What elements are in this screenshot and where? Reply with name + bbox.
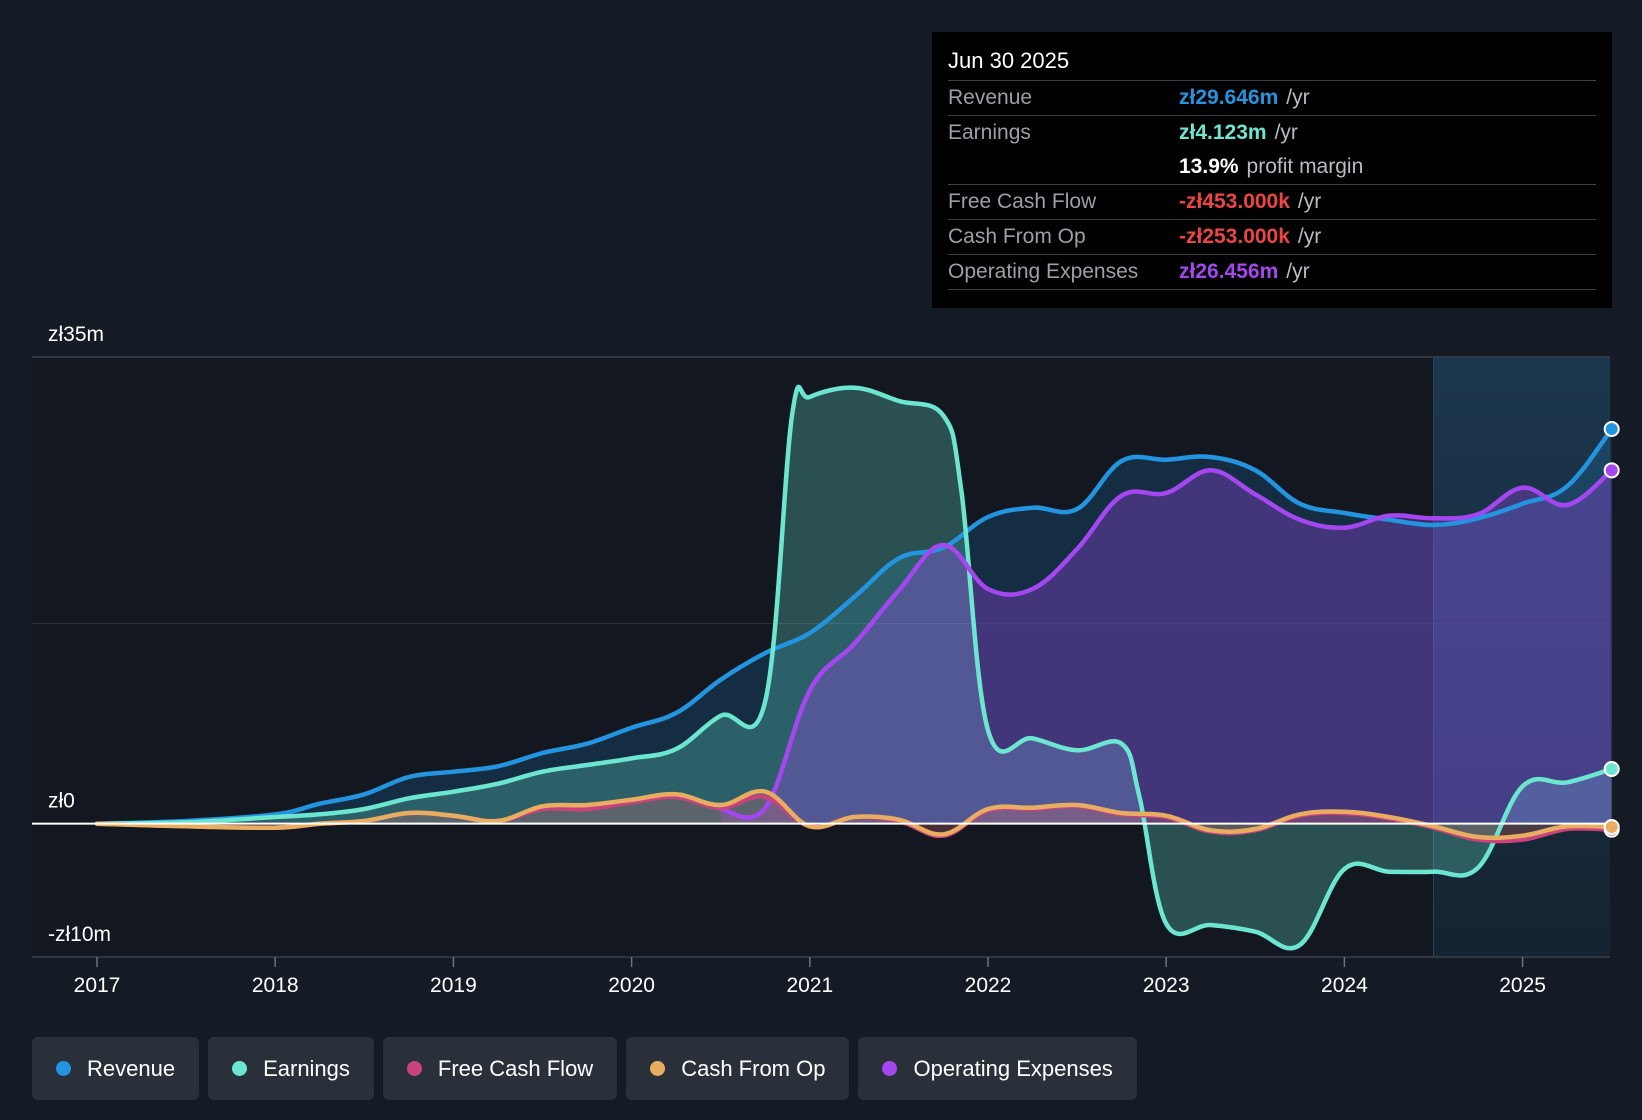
- opex-end-marker: [1605, 463, 1619, 477]
- tooltip-label: Revenue: [948, 86, 1179, 110]
- legend-label: Free Cash Flow: [438, 1056, 593, 1082]
- tooltip-row-cash-from-op: Cash From Op -zł253.000k /yr: [948, 219, 1596, 254]
- x-tick-label: 2020: [608, 974, 655, 997]
- tooltip-row-profit-margin: 13.9% profit margin: [948, 150, 1596, 184]
- tooltip-row-revenue: Revenue zł29.646m /yr: [948, 80, 1596, 115]
- tooltip-value: -zł453.000k: [1179, 190, 1290, 214]
- y-axis-label: zł35m: [48, 323, 104, 346]
- x-tick-label: 2021: [786, 974, 833, 997]
- legend-dot-icon: [232, 1061, 247, 1076]
- x-tick-label: 2025: [1499, 974, 1546, 997]
- chart-legend: Revenue Earnings Free Cash Flow Cash Fro…: [32, 1037, 1137, 1100]
- tooltip-row-operating-expenses: Operating Expenses zł26.456m /yr: [948, 254, 1596, 290]
- x-tick-label: 2019: [430, 974, 477, 997]
- profit-margin-label: profit margin: [1247, 155, 1364, 179]
- tooltip-value: -zł253.000k: [1179, 225, 1290, 249]
- legend-label: Cash From Op: [681, 1056, 825, 1082]
- tooltip-label: Operating Expenses: [948, 260, 1179, 284]
- earnings-end-marker: [1605, 762, 1619, 776]
- legend-dot-icon: [650, 1061, 665, 1076]
- x-tick-label: 2022: [965, 974, 1012, 997]
- legend-dot-icon: [56, 1061, 71, 1076]
- tooltip-row-free-cash-flow: Free Cash Flow -zł453.000k /yr: [948, 184, 1596, 219]
- y-axis-label: -zł10m: [48, 923, 111, 946]
- tooltip-label: Cash From Op: [948, 225, 1179, 249]
- legend-label: Earnings: [263, 1056, 350, 1082]
- tooltip-unit: /yr: [1298, 190, 1321, 214]
- legend-item-revenue[interactable]: Revenue: [32, 1037, 199, 1100]
- tooltip-date: Jun 30 2025: [948, 46, 1596, 80]
- x-tick-label: 2017: [74, 974, 121, 997]
- tooltip-label: Earnings: [948, 121, 1179, 145]
- x-tick-label: 2018: [252, 974, 299, 997]
- x-tick-label: 2024: [1321, 974, 1368, 997]
- tooltip-unit: /yr: [1286, 260, 1309, 284]
- tooltip-unit: /yr: [1298, 225, 1321, 249]
- tooltip-value: zł26.456m: [1179, 260, 1278, 284]
- profit-margin-value: 13.9%: [1179, 155, 1239, 179]
- legend-label: Operating Expenses: [913, 1056, 1112, 1082]
- legend-item-cash-from-op[interactable]: Cash From Op: [626, 1037, 849, 1100]
- revenue-end-marker: [1605, 422, 1619, 436]
- tooltip-row-earnings: Earnings zł4.123m /yr: [948, 115, 1596, 150]
- cfo-end-marker: [1605, 820, 1619, 834]
- tooltip-value: zł4.123m: [1179, 121, 1267, 145]
- tooltip-unit: /yr: [1286, 86, 1309, 110]
- data-tooltip: Jun 30 2025 Revenue zł29.646m /yr Earnin…: [932, 32, 1612, 308]
- legend-item-operating-expenses[interactable]: Operating Expenses: [858, 1037, 1136, 1100]
- tooltip-label: Free Cash Flow: [948, 190, 1179, 214]
- tooltip-value: zł29.646m: [1179, 86, 1278, 110]
- x-tick-label: 2023: [1143, 974, 1190, 997]
- y-axis-label: zł0: [48, 790, 75, 813]
- legend-dot-icon: [882, 1061, 897, 1076]
- legend-item-free-cash-flow[interactable]: Free Cash Flow: [383, 1037, 617, 1100]
- legend-label: Revenue: [87, 1056, 175, 1082]
- legend-item-earnings[interactable]: Earnings: [208, 1037, 374, 1100]
- tooltip-unit: /yr: [1275, 121, 1298, 145]
- legend-dot-icon: [407, 1061, 422, 1076]
